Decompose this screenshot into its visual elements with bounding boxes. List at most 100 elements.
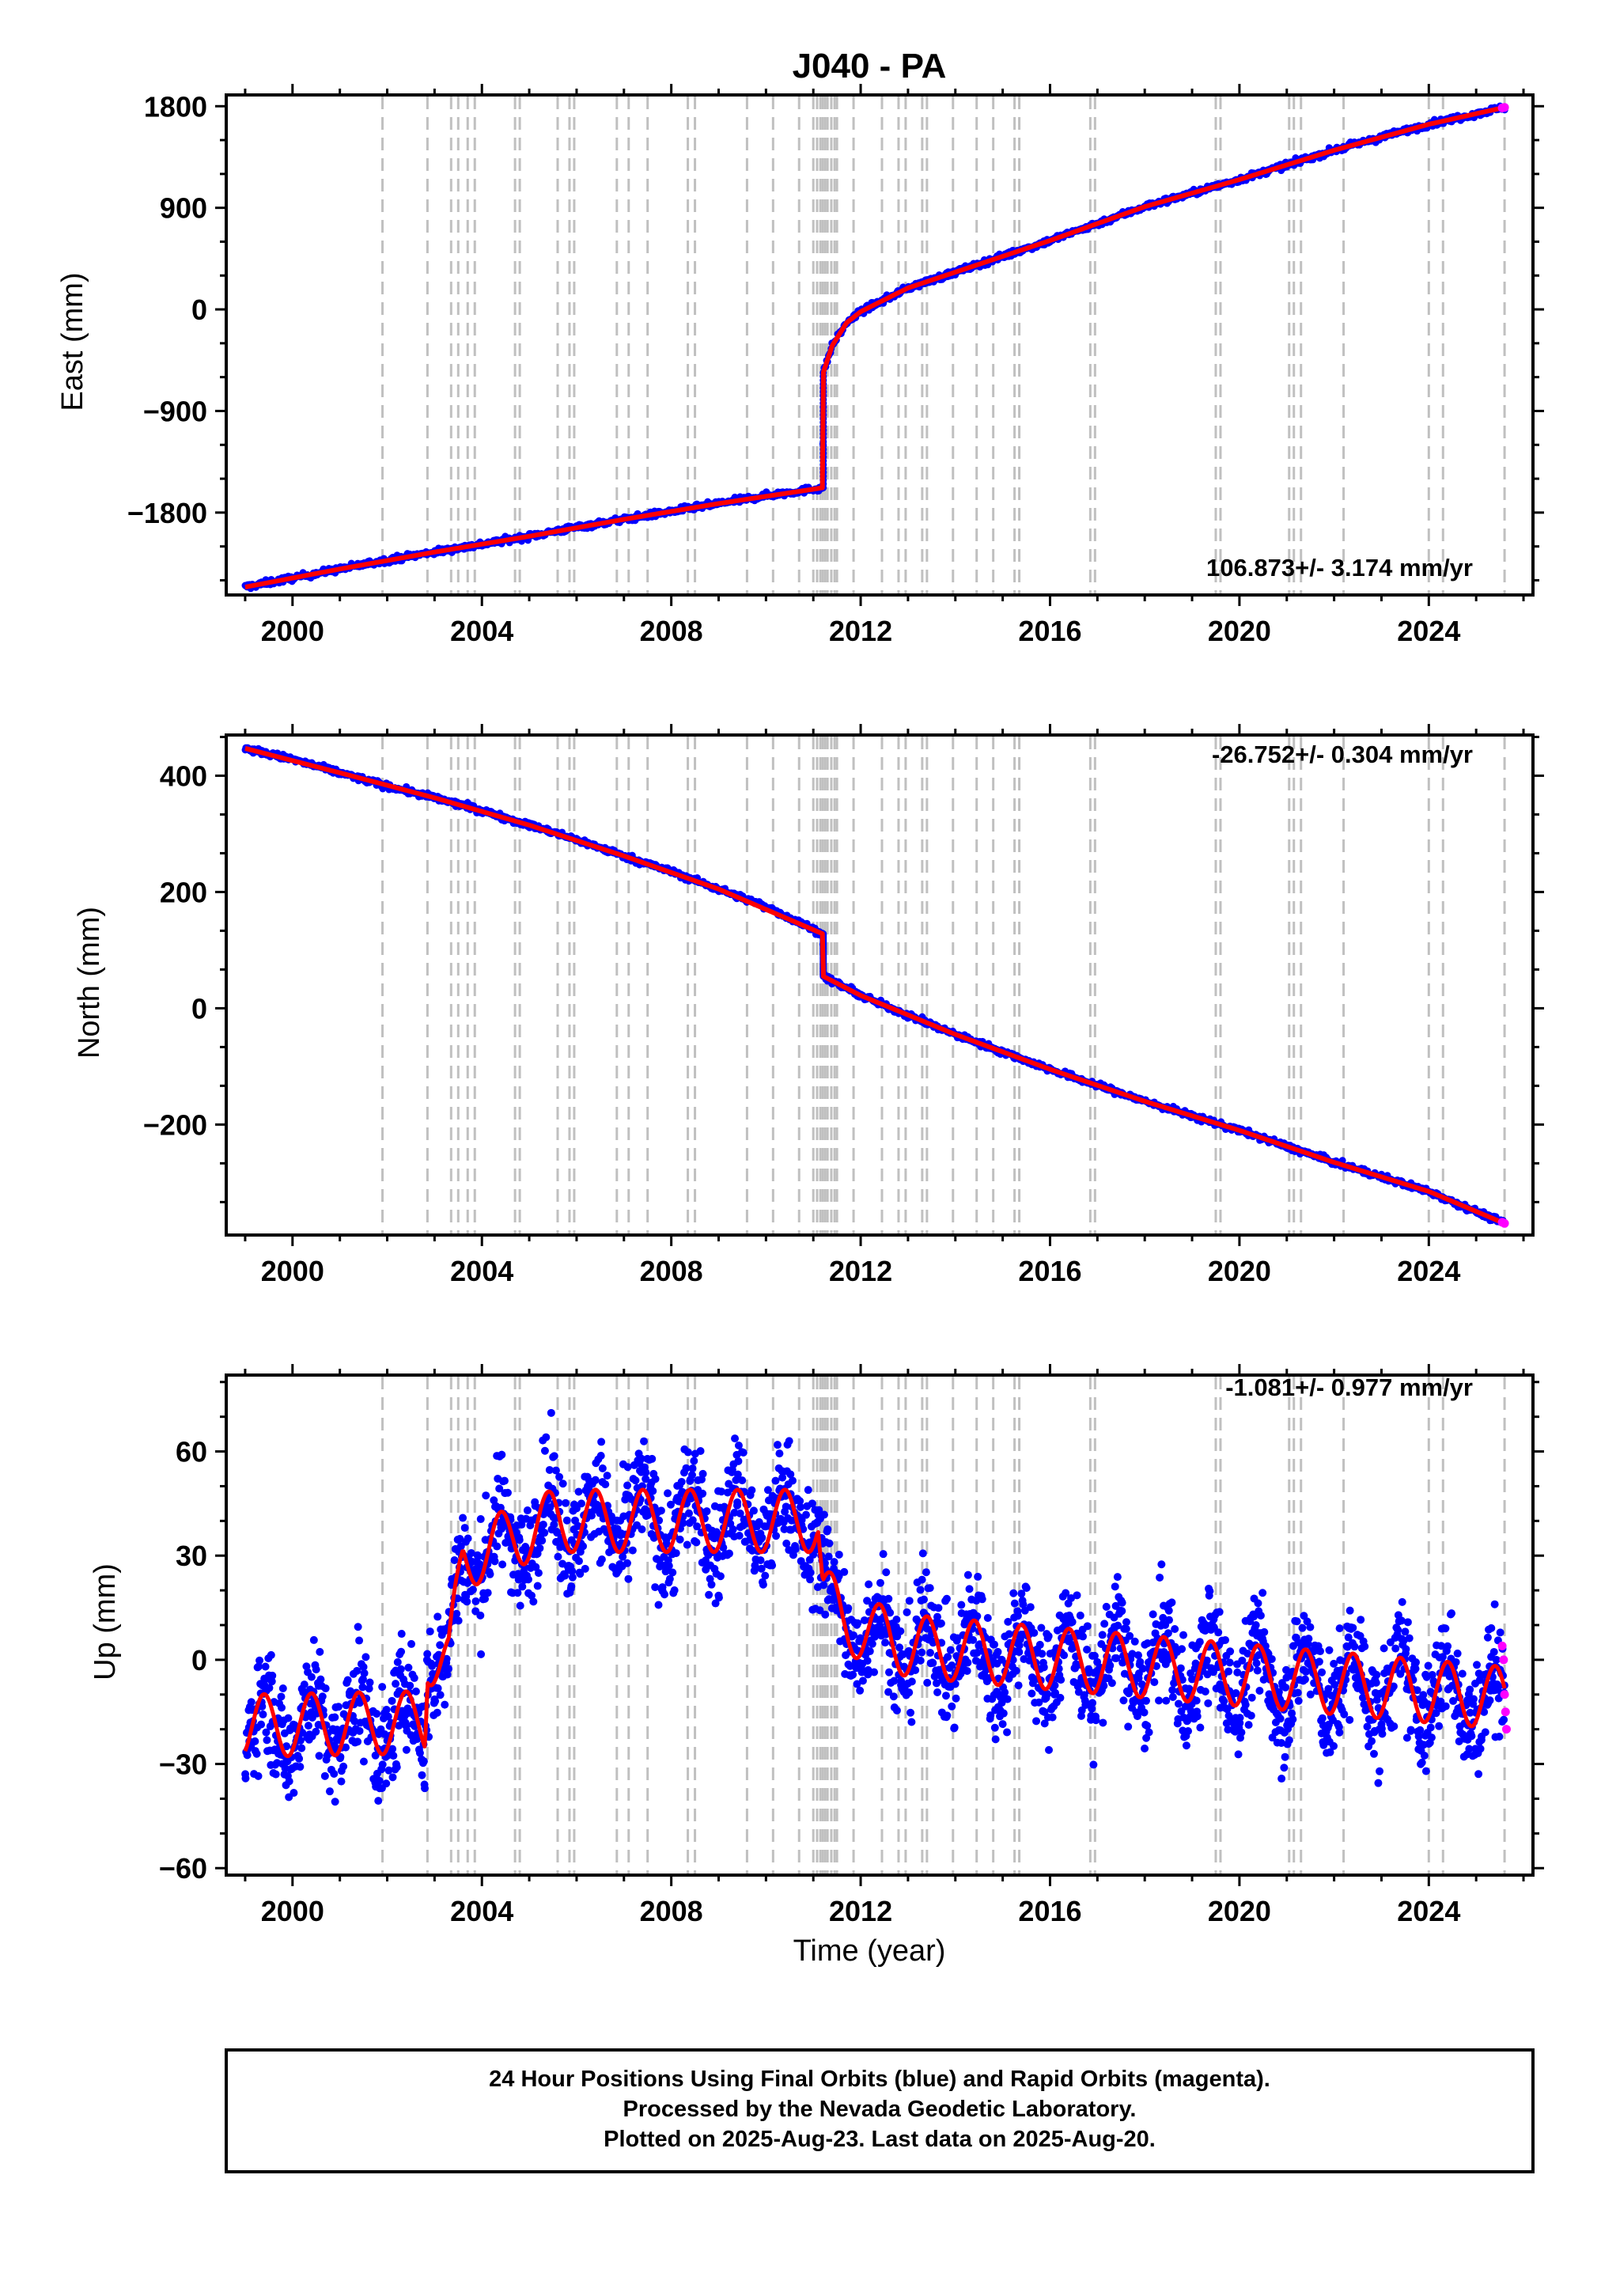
up-data-point	[477, 1650, 486, 1658]
up-data-point	[885, 1668, 894, 1677]
up-data-point	[374, 1797, 383, 1805]
up-data-point	[321, 1684, 330, 1693]
up-data-point	[316, 1647, 324, 1656]
up-data-point	[903, 1608, 911, 1616]
east-y-tick-label: 900	[160, 192, 207, 225]
up-data-point	[358, 1683, 367, 1692]
figure-title: J040 - PA	[793, 47, 947, 85]
east-model-curve	[244, 104, 1506, 589]
up-data-point	[407, 1639, 416, 1648]
up-data-point	[731, 1434, 740, 1443]
up-data-point	[881, 1639, 890, 1647]
up-data-point	[1057, 1676, 1065, 1684]
up-data-point	[359, 1757, 368, 1766]
up-data-point	[1098, 1631, 1107, 1639]
up-data-point	[835, 1550, 843, 1559]
up-data-point	[498, 1560, 507, 1569]
up-data-point	[929, 1658, 937, 1667]
up-data-point	[916, 1586, 925, 1594]
east-y-tick-label: 0	[191, 294, 207, 326]
up-data-point	[490, 1557, 499, 1566]
up-data-point	[1043, 1690, 1052, 1699]
up-data-point	[397, 1630, 406, 1639]
up-data-point	[540, 1446, 549, 1455]
up-data-point	[990, 1723, 999, 1732]
up-data-point	[476, 1611, 485, 1620]
up-data-point	[431, 1697, 440, 1706]
up-data-point	[312, 1665, 320, 1674]
up-data-point	[339, 1762, 348, 1771]
east-y-tick-label: −1800	[127, 497, 207, 529]
east-rate-label: 106.873+/- 3.174 mm/yr	[1206, 554, 1473, 582]
up-data-point	[426, 1627, 434, 1636]
up-data-point	[397, 1647, 406, 1656]
up-data-point	[774, 1441, 782, 1449]
east-y-tick-label: −900	[143, 395, 207, 427]
up-data-point	[906, 1708, 915, 1717]
up-data-point	[1035, 1640, 1044, 1649]
up-data-point	[1001, 1688, 1009, 1697]
east-plot-area	[241, 97, 1509, 593]
east-y-tick-label: 1800	[144, 90, 207, 123]
north-x-tick-label: 2012	[829, 1255, 892, 1287]
up-data-point	[905, 1597, 914, 1605]
up-data-point	[254, 1771, 263, 1780]
up-data-point	[550, 1520, 558, 1529]
up-data-point	[468, 1586, 477, 1594]
up-data-point	[668, 1568, 677, 1577]
up-data-point	[278, 1684, 287, 1692]
up-data-point	[1083, 1622, 1092, 1631]
up-data-point	[460, 1524, 469, 1533]
up-data-point	[445, 1665, 453, 1673]
up-data-point	[631, 1476, 640, 1485]
up-data-point	[937, 1619, 945, 1627]
up-data-point	[911, 1665, 920, 1674]
up-data-point	[418, 1771, 426, 1779]
up-data-point	[259, 1710, 267, 1718]
up-data-point	[555, 1472, 564, 1481]
up-data-point	[597, 1438, 606, 1446]
up-data-point	[423, 1650, 432, 1658]
up-data-point	[896, 1627, 905, 1635]
north-panel: North (mm) -26.752+/- 0.304 mm/yr 2000 20…	[73, 724, 1544, 1287]
up-data-point	[450, 1555, 459, 1564]
up-data-point	[1010, 1599, 1019, 1608]
up-data-point	[493, 1542, 501, 1551]
up-data-point	[905, 1688, 914, 1697]
up-data-point	[540, 1529, 549, 1537]
east-x-tick-label: 2012	[829, 615, 892, 647]
up-data-point	[312, 1727, 320, 1736]
up-data-point	[574, 1487, 583, 1496]
up-data-point	[1014, 1681, 1023, 1690]
up-data-point	[558, 1480, 567, 1488]
up-data-point	[683, 1448, 692, 1457]
north-y-tick-label: 0	[191, 992, 207, 1025]
up-data-point	[692, 1538, 701, 1547]
up-data-point	[500, 1476, 509, 1485]
up-data-point	[785, 1437, 793, 1445]
up-data-point	[251, 1737, 259, 1745]
up-data-point	[943, 1711, 952, 1720]
north-plot-area	[241, 737, 1509, 1233]
up-data-point	[284, 1714, 293, 1722]
up-data-point	[850, 1631, 858, 1639]
up-data-point	[471, 1597, 480, 1605]
east-axis-label: East (mm)	[56, 272, 89, 411]
up-data-point	[920, 1595, 929, 1604]
up-data-point	[503, 1488, 512, 1497]
up-data-point	[1013, 1612, 1022, 1620]
up-data-point	[393, 1658, 402, 1666]
up-data-point	[642, 1468, 650, 1477]
up-data-point	[729, 1525, 737, 1534]
up-data-point	[388, 1773, 397, 1782]
east-rapid-point	[1500, 103, 1509, 112]
up-data-point	[567, 1582, 576, 1591]
up-data-point	[759, 1580, 767, 1589]
up-data-point	[257, 1720, 266, 1729]
up-data-point	[433, 1708, 441, 1717]
east-x-tick-label: 2024	[1397, 615, 1460, 647]
up-data-point	[498, 1450, 506, 1459]
up-data-point	[568, 1573, 577, 1582]
up-data-point	[1039, 1663, 1048, 1672]
up-data-point	[802, 1510, 811, 1519]
